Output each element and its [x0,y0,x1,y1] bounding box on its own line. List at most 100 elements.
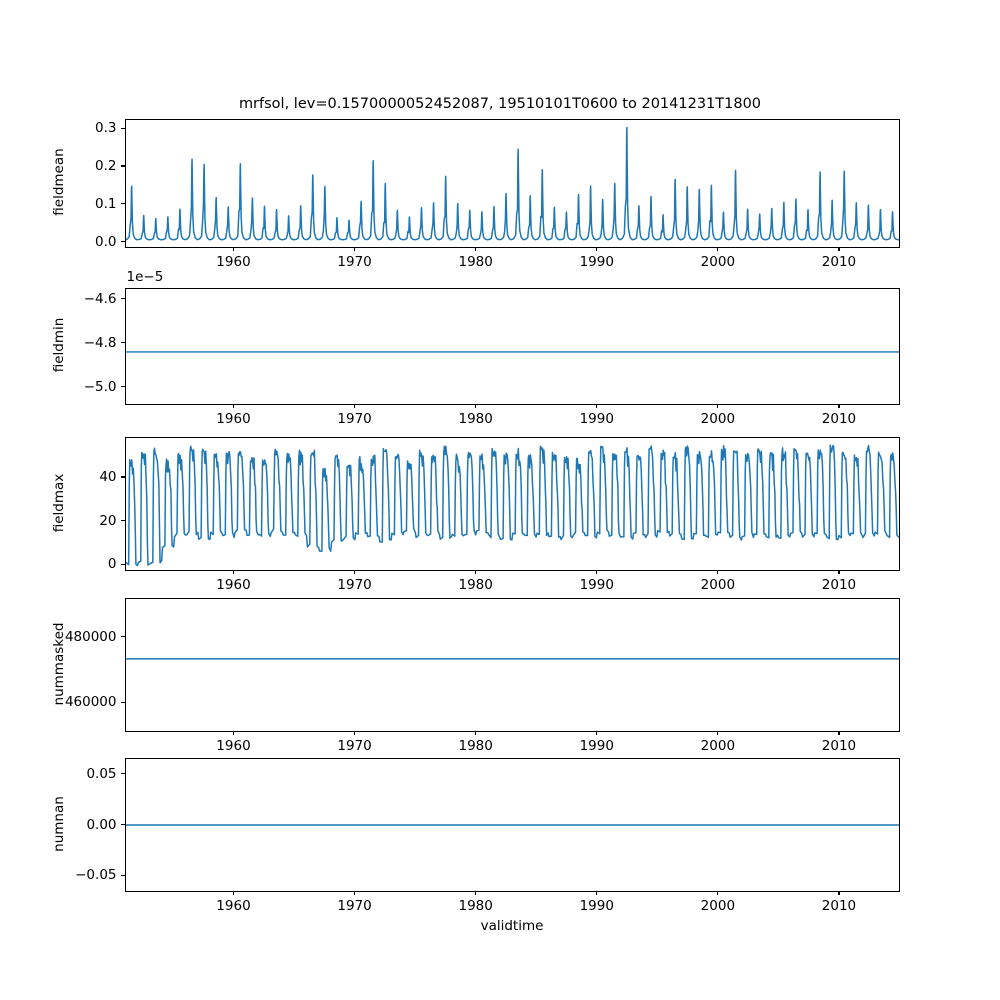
y-axis-label-fieldmean: fieldmean [50,148,67,216]
xtick-numnan-1 [354,891,356,895]
y-offset-text-fieldmin: 1e−5 [126,268,164,285]
ytick-fieldmean-2 [121,165,125,167]
xtick-fieldmax-0 [232,570,235,574]
xtick-label-nummasked-3: 1990 [579,737,614,754]
xtick-label-fieldmean-0: 1960 [216,253,251,270]
xtick-fieldmean-5 [838,247,840,251]
ytick-label-fieldmin-0: −4.6 [83,290,117,307]
subplot-fieldmean [124,118,900,248]
xtick-numnan-3 [596,891,598,895]
ytick-fieldmax-0 [121,563,125,565]
xtick-nummasked-4 [717,731,719,735]
subplot-numnan [124,757,900,892]
xtick-numnan-2 [475,891,477,895]
ytick-label-numnan-2: 0.05 [86,765,117,782]
xtick-label-fieldmax-3: 1990 [579,576,614,593]
ytick-nummasked-1 [121,636,125,638]
ytick-label-numnan-0: −0.05 [75,867,117,884]
xtick-label-fieldmean-1: 1970 [337,253,372,270]
xtick-label-fieldmin-4: 2000 [700,410,736,427]
xtick-label-fieldmin-5: 2010 [821,410,857,427]
data-line-fieldmean [125,126,899,240]
xtick-nummasked-0 [232,731,235,735]
xtick-label-fieldmin-3: 1990 [579,410,614,427]
data-line-nummasked [125,657,899,660]
ytick-label-fieldmax-1: 20 [99,512,117,529]
xtick-label-fieldmin-0: 1960 [216,410,251,427]
xtick-fieldmax-1 [354,570,356,574]
subplot-fieldmin [124,287,900,405]
subplot-nummasked [124,597,900,732]
xtick-label-numnan-0: 1960 [216,897,251,914]
xtick-label-fieldmax-2: 1980 [458,576,493,593]
xtick-numnan-5 [838,891,840,895]
xtick-nummasked-1 [354,731,356,735]
ytick-fieldmean-3 [121,127,125,129]
xtick-fieldmin-1 [354,404,356,408]
ytick-label-fieldmean-0: 0.0 [95,233,117,250]
x-axis-label: validtime [480,918,544,934]
xtick-fieldmean-0 [232,247,235,251]
ytick-fieldmin-2 [121,386,125,388]
xtick-numnan-0 [232,891,235,895]
xtick-fieldmin-3 [596,404,598,408]
xtick-label-numnan-4: 2000 [700,897,736,914]
xtick-numnan-4 [717,891,719,895]
xtick-fieldmax-3 [596,570,598,574]
xtick-fieldmin-4 [717,404,719,408]
xtick-label-fieldmin-1: 1970 [337,410,372,427]
y-axis-label-fieldmin: fieldmin [50,317,67,373]
xtick-fieldmin-0 [232,404,235,408]
xtick-label-fieldmax-4: 2000 [700,576,736,593]
xtick-label-fieldmin-2: 1980 [458,410,493,427]
xtick-fieldmin-2 [475,404,477,408]
xtick-fieldmean-1 [354,247,356,251]
xtick-fieldmean-3 [596,247,598,251]
xtick-fieldmean-4 [717,247,719,251]
xtick-label-fieldmean-5: 2010 [821,253,857,270]
ytick-fieldmin-1 [121,342,125,344]
ytick-numnan-0 [121,874,125,876]
xtick-fieldmax-5 [838,570,840,574]
xtick-label-fieldmean-4: 2000 [700,253,736,270]
y-axis-label-fieldmax: fieldmax [50,473,67,532]
xtick-label-numnan-3: 1990 [579,897,614,914]
ytick-label-fieldmax-2: 40 [99,468,117,485]
xtick-label-nummasked-4: 2000 [700,737,736,754]
xtick-nummasked-3 [596,731,598,735]
xtick-label-nummasked-5: 2010 [821,737,857,754]
ytick-label-fieldmean-3: 0.3 [95,120,117,137]
ytick-label-nummasked-0: 460000 [64,694,117,711]
xtick-label-numnan-1: 1970 [337,897,372,914]
ytick-fieldmax-1 [121,520,125,522]
xtick-fieldmax-2 [475,570,477,574]
y-axis-label-numnan: numnan [50,795,67,852]
data-line-fieldmin [125,350,899,353]
xtick-fieldmean-2 [475,247,477,251]
xtick-label-fieldmean-2: 1980 [458,253,493,270]
ytick-label-numnan-1: 0.00 [86,816,117,833]
subplot-fieldmax [124,436,900,571]
ytick-numnan-1 [121,824,125,826]
ytick-nummasked-0 [121,701,125,703]
xtick-nummasked-2 [475,731,477,735]
ytick-fieldmean-0 [121,241,125,243]
ytick-label-fieldmin-1: −4.8 [83,334,117,351]
ytick-label-nummasked-1: 480000 [64,628,117,645]
data-line-numnan [125,823,899,826]
xtick-label-numnan-5: 2010 [821,897,857,914]
xtick-label-nummasked-2: 1980 [458,737,493,754]
ytick-label-fieldmin-2: −5.0 [83,378,117,395]
xtick-label-fieldmean-3: 1990 [579,253,614,270]
ytick-label-fieldmean-1: 0.1 [95,195,117,212]
xtick-label-numnan-2: 1980 [458,897,493,914]
xtick-fieldmin-5 [838,404,840,408]
ytick-numnan-2 [121,773,125,775]
xtick-label-nummasked-1: 1970 [337,737,372,754]
ytick-label-fieldmax-0: 0 [107,556,117,573]
ytick-label-fieldmean-2: 0.2 [95,157,117,174]
ytick-fieldmin-0 [121,298,125,300]
ytick-fieldmean-1 [121,203,125,205]
ytick-fieldmax-2 [121,476,125,478]
